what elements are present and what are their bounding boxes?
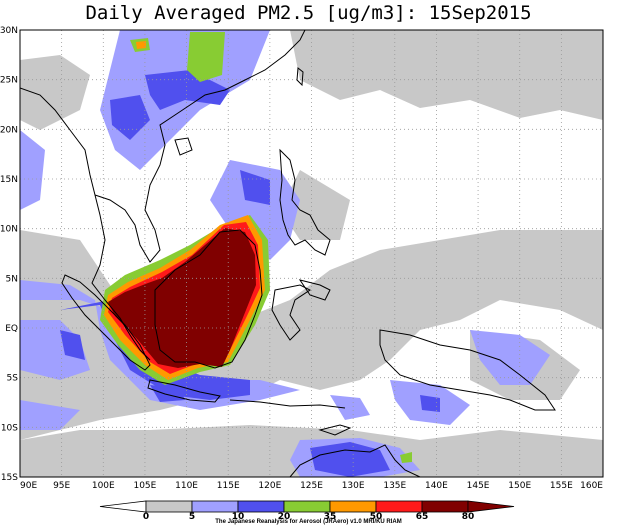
- lat-label: 15N: [0, 175, 18, 185]
- legend-swatch: [375, 500, 423, 513]
- shade-20-35: [60, 70, 440, 477]
- legend-level-label: 0: [143, 512, 149, 522]
- legend-level-label: 65: [416, 512, 429, 522]
- legend-swatch: [145, 500, 193, 513]
- lon-label: 130E: [342, 481, 365, 491]
- lon-label: 145E: [467, 481, 490, 491]
- coastlines: [20, 30, 556, 477]
- lon-label: 160E: [580, 481, 603, 491]
- lon-label: 135E: [383, 481, 406, 491]
- plot-frame: [19, 29, 604, 478]
- legend-level-label: 35: [324, 512, 337, 522]
- latitude-labels: 30N 25N 20N 15N 10N 5N EQ 5S 10S 15S: [0, 26, 18, 483]
- lon-label: 150E: [508, 481, 531, 491]
- legend-level-label: 50: [370, 512, 383, 522]
- legend-level-label: 10: [232, 512, 245, 522]
- lon-label: 125E: [300, 481, 323, 491]
- lon-label: 90E: [20, 481, 37, 491]
- lat-label: 20N: [0, 125, 18, 135]
- legend-swatch: [237, 500, 285, 513]
- lat-label: 10N: [0, 225, 18, 235]
- legend-level-label: 5: [189, 512, 195, 522]
- lat-label: EQ: [5, 324, 18, 334]
- legend-swatch-below-min: [99, 500, 147, 513]
- color-legend: 0 5 10 20 35 50 65 80: [99, 500, 515, 522]
- longitude-labels: 90E 95E 100E 105E 110E 115E 120E 125E 130E 135E 14…: [20, 481, 603, 491]
- lon-label: 140E: [425, 481, 448, 491]
- lon-label: 100E: [92, 481, 115, 491]
- credit-text: The Japanese Reanalysis for Aerosol (JRA…: [215, 519, 402, 525]
- map-gridlines: [20, 30, 603, 477]
- legend-swatch: [191, 500, 239, 513]
- lat-label: 10S: [1, 423, 18, 433]
- lon-label: 120E: [258, 481, 281, 491]
- lat-label: 30N: [0, 26, 18, 36]
- legend-level-label: 20: [278, 512, 291, 522]
- lon-label: 110E: [175, 481, 198, 491]
- lat-label: 5N: [6, 274, 18, 284]
- lon-label: 95E: [53, 481, 70, 491]
- concentration-shading: [20, 30, 603, 477]
- map-title: Daily Averaged PM2.5 [ug/m3]: 15Sep2015: [85, 2, 532, 24]
- legend-swatch: [283, 500, 331, 513]
- legend-swatch: [329, 500, 377, 513]
- lon-label: 105E: [133, 481, 156, 491]
- lon-label: 155E: [550, 481, 573, 491]
- lon-label: 115E: [217, 481, 240, 491]
- lat-label: 5S: [7, 374, 19, 384]
- lat-label: 15S: [1, 473, 18, 483]
- shade-80-plus: [108, 228, 256, 368]
- legend-swatch: [421, 500, 469, 513]
- lat-label: 25N: [0, 76, 18, 86]
- legend-level-label: 80: [462, 512, 475, 522]
- legend-swatch-above-max: [467, 500, 515, 513]
